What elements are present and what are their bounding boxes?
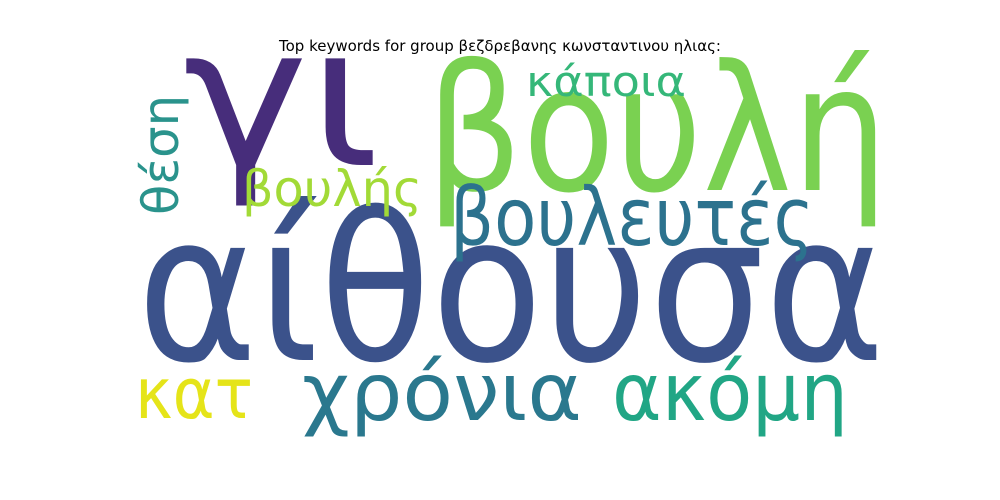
word-chronia: χρόνια — [302, 346, 582, 439]
word-gi: γι — [183, 0, 380, 211]
word-vouli: βουλή — [426, 29, 888, 232]
word-vouleftes: βουλευτές — [450, 171, 814, 264]
word-akomi: ακόμη — [612, 346, 848, 439]
word-kat: κατ — [135, 353, 253, 435]
word-thesi: θέση — [132, 95, 190, 215]
word-aithousa: αίθουσα — [137, 171, 885, 409]
word-voulis: βουλής — [242, 160, 422, 218]
figure-title: Top keywords for group βεζδρεβανης κωνστ… — [279, 37, 721, 55]
word-kapoia: κάποια — [526, 57, 686, 106]
